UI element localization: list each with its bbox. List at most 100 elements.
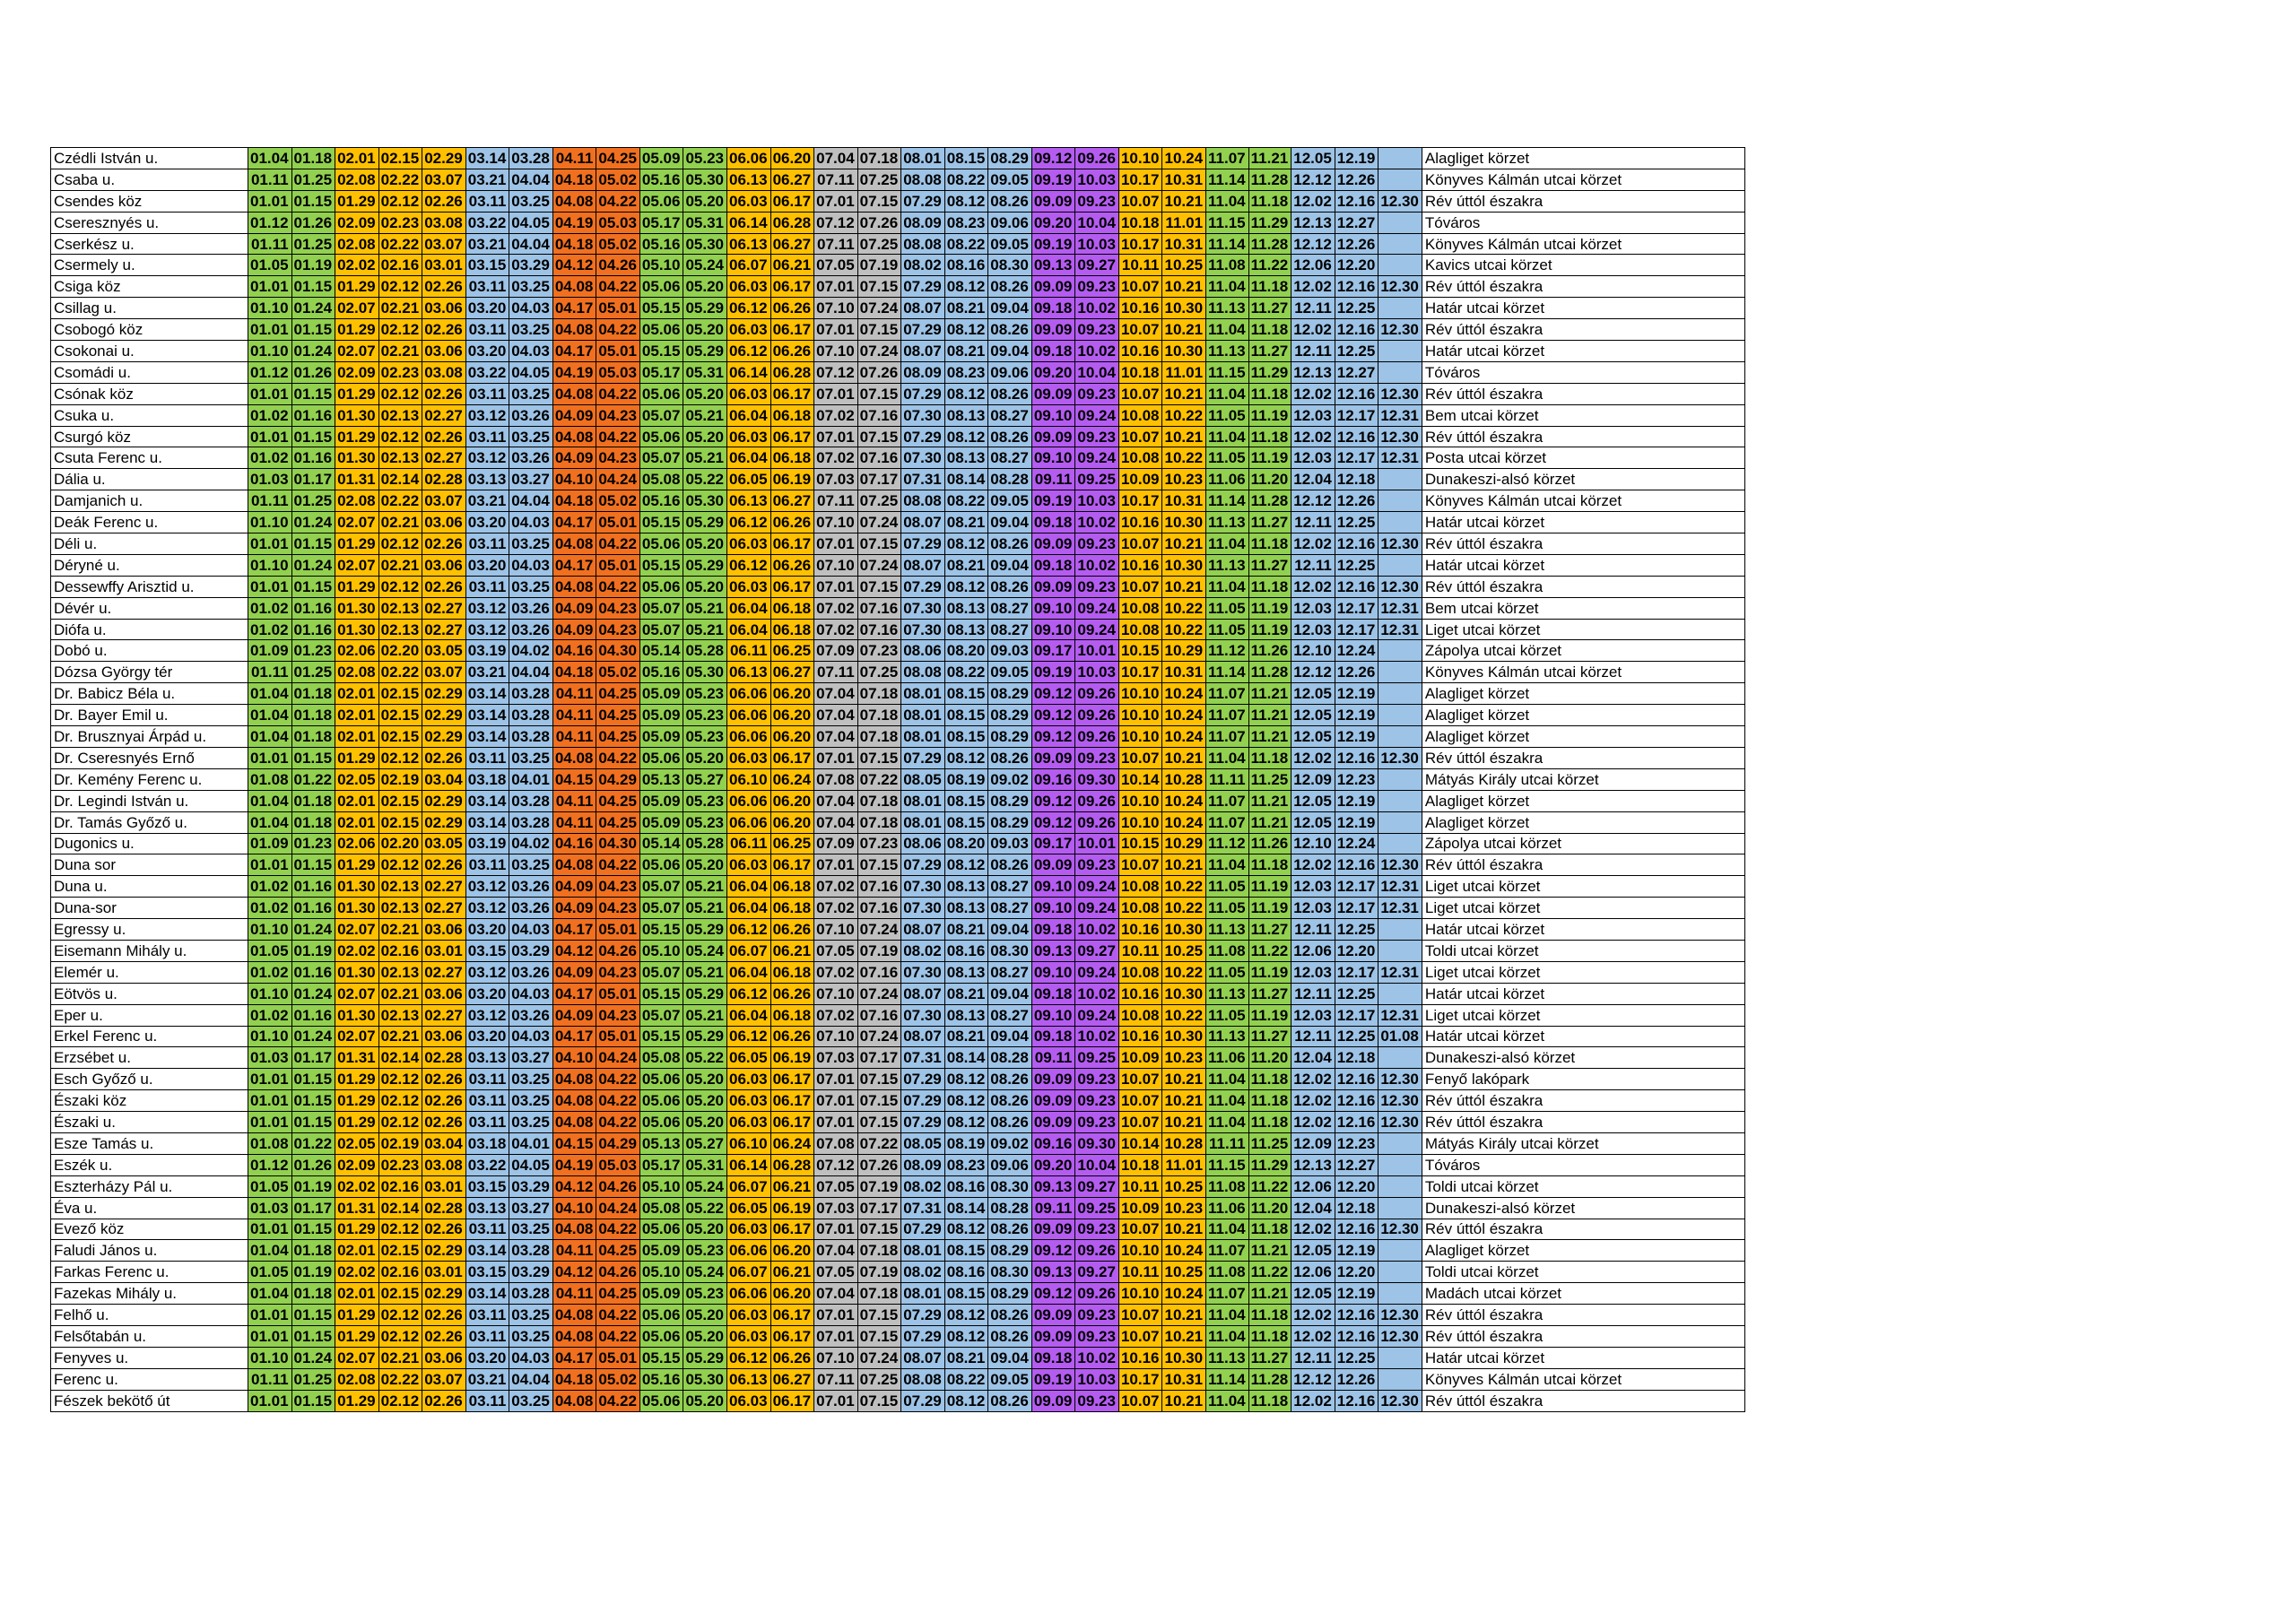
collection-date-cell: 03.29 xyxy=(509,1175,553,1198)
collection-date-cell: 06.05 xyxy=(726,468,771,491)
district-cell: Alagliget körzet xyxy=(1421,682,1745,706)
collection-date-cell: 02.07 xyxy=(335,297,379,320)
collection-date-cell: 09.12 xyxy=(1031,147,1076,169)
district-cell: Könyves Kálmán utcai körzet xyxy=(1421,661,1745,684)
collection-date-cell xyxy=(1378,1239,1422,1262)
collection-date-cell: 05.20 xyxy=(683,318,728,342)
collection-date-cell: 03.15 xyxy=(465,254,510,277)
collection-date-cell: 03.29 xyxy=(509,1261,553,1284)
collection-date-cell: 05.07 xyxy=(639,875,684,898)
collection-date-cell: 06.26 xyxy=(770,982,815,1005)
collection-date-cell: 01.01 xyxy=(248,1304,292,1326)
district-cell: Alagliget körzet xyxy=(1421,147,1745,169)
collection-date-cell: 09.09 xyxy=(1031,318,1076,342)
collection-date-cell: 10.22 xyxy=(1161,960,1207,984)
collection-date-cell: 03.06 xyxy=(422,918,466,941)
collection-date-cell: 03.05 xyxy=(422,639,466,663)
collection-date-cell: 10.14 xyxy=(1118,1132,1163,1155)
collection-date-cell: 03.12 xyxy=(465,897,510,920)
collection-date-cell: 03.29 xyxy=(509,939,553,962)
collection-date-cell: 08.19 xyxy=(944,768,989,791)
table-row: Cseresznyés u. 01.12 01.26 02.09 02.23 03.08 0… xyxy=(50,211,1745,234)
collection-date-cell: 04.11 xyxy=(552,1282,597,1305)
collection-date-cell: 01.22 xyxy=(291,1132,336,1155)
collection-date-cell: 10.11 xyxy=(1118,939,1163,962)
collection-date-cell: 01.04 xyxy=(248,789,292,812)
collection-date-cell: 07.01 xyxy=(813,318,858,342)
collection-date-cell: 10.02 xyxy=(1074,511,1119,534)
collection-date-cell: 04.23 xyxy=(596,897,640,920)
district-cell: Liget utcai körzet xyxy=(1421,1003,1745,1027)
collection-date-cell: 11.22 xyxy=(1248,1175,1292,1198)
collection-date-cell: 11.07 xyxy=(1205,682,1249,706)
collection-date-cell: 05.06 xyxy=(639,1111,684,1133)
collection-date-cell: 01.10 xyxy=(248,1346,292,1369)
collection-date-cell: 12.17 xyxy=(1334,1003,1379,1027)
collection-date-cell: 11.05 xyxy=(1205,897,1249,920)
collection-date-cell: 12.05 xyxy=(1291,1282,1335,1305)
collection-date-cell: 09.13 xyxy=(1031,939,1076,962)
collection-date-cell: 03.14 xyxy=(465,811,510,834)
collection-date-cell: 12.09 xyxy=(1291,768,1335,791)
collection-date-cell: 10.10 xyxy=(1118,1239,1163,1262)
collection-date-cell: 01.10 xyxy=(248,340,292,362)
collection-date-cell: 07.29 xyxy=(900,854,945,877)
collection-date-cell: 12.13 xyxy=(1291,360,1335,384)
collection-date-cell: 06.10 xyxy=(726,768,771,791)
collection-date-cell: 07.18 xyxy=(857,789,902,812)
collection-date-cell: 10.24 xyxy=(1161,704,1207,727)
table-row: Duna u. 01.02 01.16 01.30 02.13 02.27 03.12 03.… xyxy=(50,875,1745,898)
collection-date-cell: 04.08 xyxy=(552,1389,597,1412)
collection-date-cell: 05.23 xyxy=(683,789,728,812)
collection-date-cell: 05.24 xyxy=(683,1261,728,1284)
collection-date-cell: 08.07 xyxy=(900,553,945,577)
collection-date-cell: 02.08 xyxy=(335,661,379,684)
collection-date-cell: 03.12 xyxy=(465,447,510,470)
collection-date-cell: 03.20 xyxy=(465,1346,510,1369)
collection-date-cell: 10.22 xyxy=(1161,875,1207,898)
collection-date-cell: 01.11 xyxy=(248,490,292,513)
collection-date-cell: 03.08 xyxy=(422,1153,466,1176)
collection-date-cell: 01.31 xyxy=(335,1046,379,1070)
district-cell: Tóváros xyxy=(1421,1153,1745,1176)
collection-date-cell xyxy=(1378,661,1422,684)
collection-date-cell: 03.11 xyxy=(465,1218,510,1241)
street-name-cell: Felsőtabán u. xyxy=(50,1324,248,1348)
collection-date-cell: 07.15 xyxy=(857,533,902,555)
district-cell: Rév úttól északra xyxy=(1421,189,1745,213)
collection-date-cell: 05.13 xyxy=(639,1132,684,1155)
collection-date-cell: 04.15 xyxy=(552,768,597,791)
collection-date-cell: 12.18 xyxy=(1334,1046,1379,1070)
collection-date-cell: 01.15 xyxy=(291,533,336,555)
collection-date-cell: 08.28 xyxy=(987,1196,1032,1219)
collection-date-cell: 02.21 xyxy=(378,511,423,534)
collection-date-cell: 01.16 xyxy=(291,1003,336,1027)
table-row: Csurgó köz 01.01 01.15 01.29 02.12 02.26 03.11… xyxy=(50,425,1745,448)
table-row: Eper u. 01.02 01.16 01.30 02.13 02.27 03.12 03.… xyxy=(50,1003,1745,1027)
collection-date-cell: 11.22 xyxy=(1248,939,1292,962)
table-row: Dr. Cseresnyés Ernő 01.01 01.15 01.29 02.12 0… xyxy=(50,746,1745,769)
collection-date-cell: 04.04 xyxy=(509,168,553,191)
collection-date-cell: 04.22 xyxy=(596,1089,640,1113)
collection-date-cell: 08.20 xyxy=(944,832,989,855)
collection-date-cell: 07.26 xyxy=(857,211,902,234)
collection-date-cell: 02.12 xyxy=(378,318,423,342)
collection-date-cell: 09.24 xyxy=(1074,960,1119,984)
collection-date-cell: 06.17 xyxy=(770,382,815,405)
collection-date-cell xyxy=(1378,168,1422,191)
collection-date-cell: 03.11 xyxy=(465,275,510,299)
collection-date-cell: 09.06 xyxy=(987,360,1032,384)
collection-date-cell: 07.25 xyxy=(857,661,902,684)
collection-date-cell: 06.03 xyxy=(726,382,771,405)
table-row: Esze Tamás u. 01.08 01.22 02.05 02.19 03.04 03… xyxy=(50,1132,1745,1155)
collection-date-cell: 11.04 xyxy=(1205,854,1249,877)
collection-date-cell: 05.01 xyxy=(596,297,640,320)
collection-date-cell: 02.26 xyxy=(422,425,466,448)
collection-date-cell: 09.23 xyxy=(1074,1389,1119,1412)
collection-date-cell: 09.24 xyxy=(1074,596,1119,620)
collection-date-cell: 12.20 xyxy=(1334,1261,1379,1284)
district-cell: Rév úttól északra xyxy=(1421,575,1745,598)
collection-date-cell: 08.12 xyxy=(944,1304,989,1326)
collection-date-cell: 07.25 xyxy=(857,1367,902,1391)
collection-date-cell: 10.17 xyxy=(1118,168,1163,191)
